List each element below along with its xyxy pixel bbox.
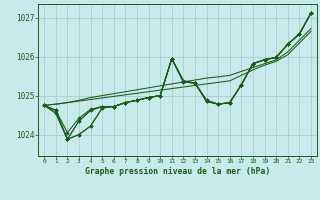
X-axis label: Graphe pression niveau de la mer (hPa): Graphe pression niveau de la mer (hPa)	[85, 167, 270, 176]
